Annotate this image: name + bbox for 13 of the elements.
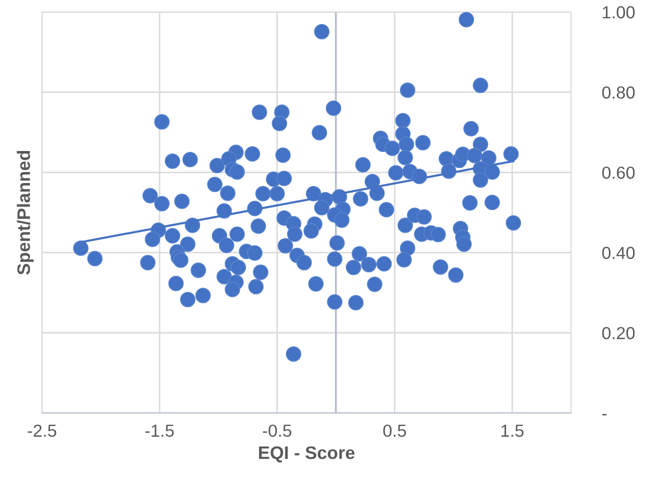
x-tick-label: 1.5 bbox=[501, 424, 524, 437]
x-axis-title: EQI - Score bbox=[259, 446, 355, 462]
y-axis-title: Spent/Planned bbox=[16, 150, 34, 275]
y-tick-label: 0.40 bbox=[602, 246, 635, 260]
x-tick-label: -2.5 bbox=[28, 424, 56, 437]
y-tick-label: 0.60 bbox=[602, 166, 635, 179]
x-tick-label: -1.5 bbox=[145, 424, 174, 437]
y-tick-label: 0.20 bbox=[602, 326, 635, 340]
y-tick-label: - bbox=[602, 414, 607, 416]
y-tick-label: 0.80 bbox=[602, 86, 635, 99]
y-tick-label: 1.00 bbox=[602, 6, 635, 18]
x-tick-label: 0.5 bbox=[383, 424, 406, 437]
x-tick-label: -0.5 bbox=[262, 424, 292, 437]
